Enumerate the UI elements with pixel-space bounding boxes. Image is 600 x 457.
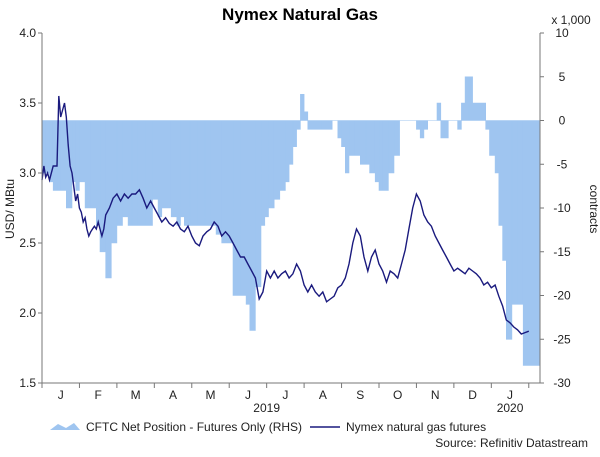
left-tick-label: 2.5 (19, 236, 36, 250)
legend-label: Nymex natural gas futures (346, 420, 486, 434)
x-year-label: 2020 (497, 401, 524, 415)
left-axis-ticks: 1.5 2.0 2.5 3.0 3.5 4.0 (19, 26, 42, 390)
x-month-label: F (94, 388, 101, 402)
x-month-label: A (169, 388, 177, 402)
right-tick-label: -15 (553, 245, 571, 259)
x-month-label: M (205, 388, 215, 402)
right-tick-label: 10 (555, 26, 569, 40)
left-tick-label: 2.0 (19, 306, 36, 320)
right-tick-label: -10 (553, 201, 571, 215)
x-month-label: O (393, 388, 402, 402)
x-month-label: M (131, 388, 141, 402)
chart-source: Source: Refinitiv Datastream (435, 436, 588, 450)
right-tick-label: -25 (553, 332, 571, 346)
right-axis-label: contracts (587, 185, 600, 234)
x-month-label: J (507, 388, 513, 402)
nymex-line-path (41, 95, 530, 335)
left-tick-label: 1.5 (19, 376, 36, 390)
left-tick-label: 3.5 (19, 96, 36, 110)
x-year-label: 2019 (253, 401, 280, 415)
x-month-label: J (58, 388, 64, 402)
x-month-label: J (282, 388, 288, 402)
right-axis-ticks: -30 -25 -20 -15 -10 -5 0 5 10 (540, 26, 571, 390)
right-tick-label: -5 (557, 157, 568, 171)
x-month-label: N (431, 388, 440, 402)
right-axis-unit: x 1,000 (551, 13, 591, 27)
x-month-label: S (356, 388, 364, 402)
left-tick-label: 4.0 (19, 26, 36, 40)
chart-legend: CFTC Net Position - Futures Only (RHS) Ny… (50, 420, 486, 434)
legend-label: CFTC Net Position - Futures Only (RHS) (86, 420, 302, 434)
legend-area-swatch (50, 423, 80, 430)
chart-title: Nymex Natural Gas (222, 5, 378, 24)
x-month-label: J (245, 388, 251, 402)
right-tick-label: 0 (559, 114, 566, 128)
right-tick-label: -20 (553, 289, 571, 303)
left-tick-label: 3.0 (19, 166, 36, 180)
nymex-gas-futures-line (41, 95, 530, 335)
x-month-label: A (319, 388, 327, 402)
x-month-label: D (468, 388, 477, 402)
right-tick-label: -30 (553, 376, 571, 390)
left-axis-label: USD/ MBtu (3, 179, 17, 239)
right-tick-label: 5 (559, 70, 566, 84)
